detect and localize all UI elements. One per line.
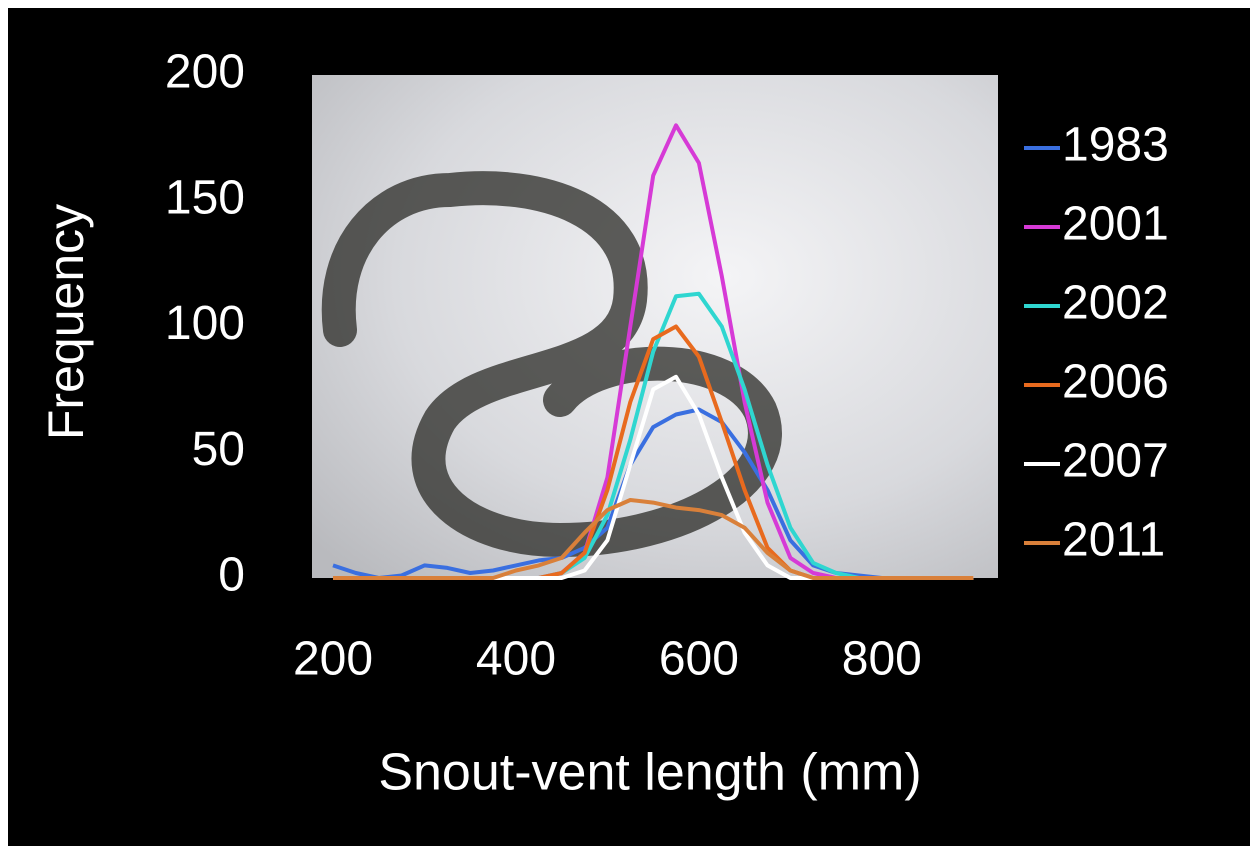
x-tick-label: 800 — [842, 633, 922, 686]
x-tick-label: 600 — [659, 633, 739, 686]
y-tick-label: 100 — [165, 297, 245, 350]
legend-label: 1983 — [1062, 119, 1169, 172]
y-tick-label: 150 — [165, 171, 245, 224]
legend-label: 2002 — [1062, 277, 1169, 330]
legend-label: 2007 — [1062, 435, 1169, 488]
x-axis-label: Snout-vent length (mm) — [378, 744, 921, 802]
legend-label: 2001 — [1062, 198, 1169, 251]
y-tick-label: 200 — [165, 46, 245, 99]
y-tick-label: 50 — [192, 423, 245, 476]
x-tick-label: 400 — [476, 633, 556, 686]
legend-label: 2006 — [1062, 356, 1169, 409]
y-tick-label: 0 — [218, 549, 245, 602]
y-axis-label: Frequency — [38, 204, 94, 440]
x-tick-label: 200 — [293, 633, 373, 686]
chart: Frequency Snout-vent length (mm) 0 50 100 1… — [0, 0, 1258, 854]
legend-label: 2011 — [1062, 514, 1165, 567]
